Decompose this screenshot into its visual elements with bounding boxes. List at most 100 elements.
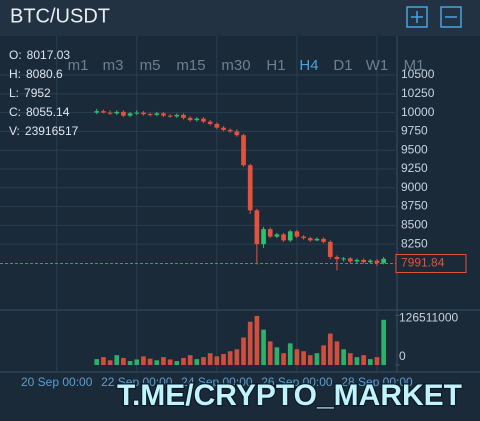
y-tick-label: 8250 (401, 236, 428, 250)
y-tick-label: 8500 (401, 218, 428, 232)
candle-body (294, 231, 300, 237)
y-tick-label: 9250 (401, 161, 428, 175)
info-row: C: 8055.14 (9, 105, 70, 119)
last-price-box (395, 254, 467, 274)
x-tick-label: 20 Sep 00:00 (21, 375, 93, 389)
info-value: 8055.14 (26, 105, 70, 119)
volume-bar (174, 361, 180, 365)
candle-body (347, 258, 353, 262)
info-label: O: (9, 48, 22, 62)
candle-body (174, 114, 180, 117)
last-price-label: 7991.84 (401, 256, 445, 270)
info-label: V: (9, 124, 20, 138)
volume-bar (274, 347, 280, 365)
candle-body (127, 113, 133, 116)
y-tick-label: 8750 (401, 199, 428, 213)
candle-body (301, 236, 306, 239)
candle-body (207, 121, 213, 124)
info-value: 8080.6 (26, 67, 63, 81)
candle-body (181, 114, 186, 118)
info-row: H: 8080.6 (9, 67, 63, 81)
candle-body (154, 113, 160, 115)
info-value: 7952 (24, 86, 51, 100)
info-label: H: (9, 67, 21, 81)
volume-bar (314, 353, 320, 365)
volume-tick-label: 126511000 (399, 310, 459, 324)
zoom-in-button[interactable] (406, 6, 428, 28)
y-tick-label: 10250 (401, 86, 435, 100)
volume-bar (341, 349, 346, 365)
volume-bar (307, 355, 313, 365)
candle-body (314, 238, 320, 241)
info-row: V: 23916517 (9, 124, 79, 138)
y-tick-label: 9500 (401, 142, 428, 156)
volume-bar (214, 356, 220, 365)
volume-bar (327, 333, 333, 365)
candle-body (201, 118, 206, 122)
candle-body (107, 112, 113, 114)
candle-body (254, 210, 260, 245)
zoom-out-button[interactable] (440, 6, 462, 28)
volume-bar (121, 357, 126, 365)
timeframe-tab[interactable]: H4 (299, 57, 318, 74)
timeframe-tab[interactable]: m30 (221, 57, 250, 74)
timeframe-tab[interactable]: m3 (103, 57, 124, 74)
info-value: 23916517 (25, 124, 79, 138)
timeframe-tab[interactable]: m15 (176, 57, 205, 74)
zoom-out-frame[interactable] (440, 6, 462, 28)
volume-bar (161, 357, 166, 365)
y-tick-label: 10500 (401, 67, 435, 81)
volume-bar (147, 358, 153, 365)
candle-body (227, 129, 233, 132)
x-tick-label: 28 Sep 00:00 (341, 375, 413, 389)
volume-bar (254, 315, 260, 365)
volume-bar (381, 319, 386, 365)
candle-body (334, 256, 340, 260)
candle-body (327, 241, 333, 257)
timeframe-tab[interactable]: H1 (266, 57, 285, 74)
info-value: 8017.03 (27, 48, 71, 62)
volume-bar (294, 349, 300, 365)
volume-bar (321, 345, 326, 365)
info-label: L: (9, 86, 19, 100)
volume-bar (367, 359, 373, 365)
timeframe-tab[interactable]: m5 (140, 57, 161, 74)
volume-bar (227, 351, 233, 365)
volume-bar (134, 359, 140, 365)
volume-bar (261, 329, 266, 365)
timeframe-tab[interactable]: M1 (404, 57, 425, 74)
candle-body (247, 165, 253, 211)
candle-body (274, 234, 280, 237)
candle-body (374, 260, 380, 263)
volume-bar (207, 353, 213, 365)
candle-body (381, 258, 386, 263)
volume-bar (101, 357, 106, 365)
volume-bar (334, 341, 340, 365)
volume-bar (181, 357, 186, 365)
candle-body (187, 117, 193, 121)
y-tick-label: 9000 (401, 180, 428, 194)
y-tick-label: 10000 (401, 105, 435, 119)
labels: 10500 10250 10000 9750 9500 9250 9000 8750 8500 8… (9, 48, 459, 389)
volume-bar (354, 357, 360, 365)
candle-body (267, 229, 273, 237)
timeframe-tab[interactable]: D1 (333, 57, 352, 74)
volume-bar (247, 321, 253, 365)
timeframe-tab[interactable]: m1 (68, 57, 89, 74)
x-tick-label: 26 Sep 00:00 (261, 375, 333, 389)
candle-body (321, 238, 326, 242)
volume-bar (301, 351, 306, 365)
candle-body (94, 111, 100, 113)
timeframe-tab[interactable]: W1 (366, 57, 389, 74)
volume-bar (234, 349, 240, 365)
volume-bar (154, 360, 160, 365)
candle-body (101, 111, 106, 113)
info-row: O: 8017.03 (9, 48, 70, 62)
header-bar (0, 0, 480, 36)
zoom-in-frame[interactable] (406, 6, 428, 28)
candle-body (141, 112, 146, 115)
volume-bar (374, 357, 380, 365)
